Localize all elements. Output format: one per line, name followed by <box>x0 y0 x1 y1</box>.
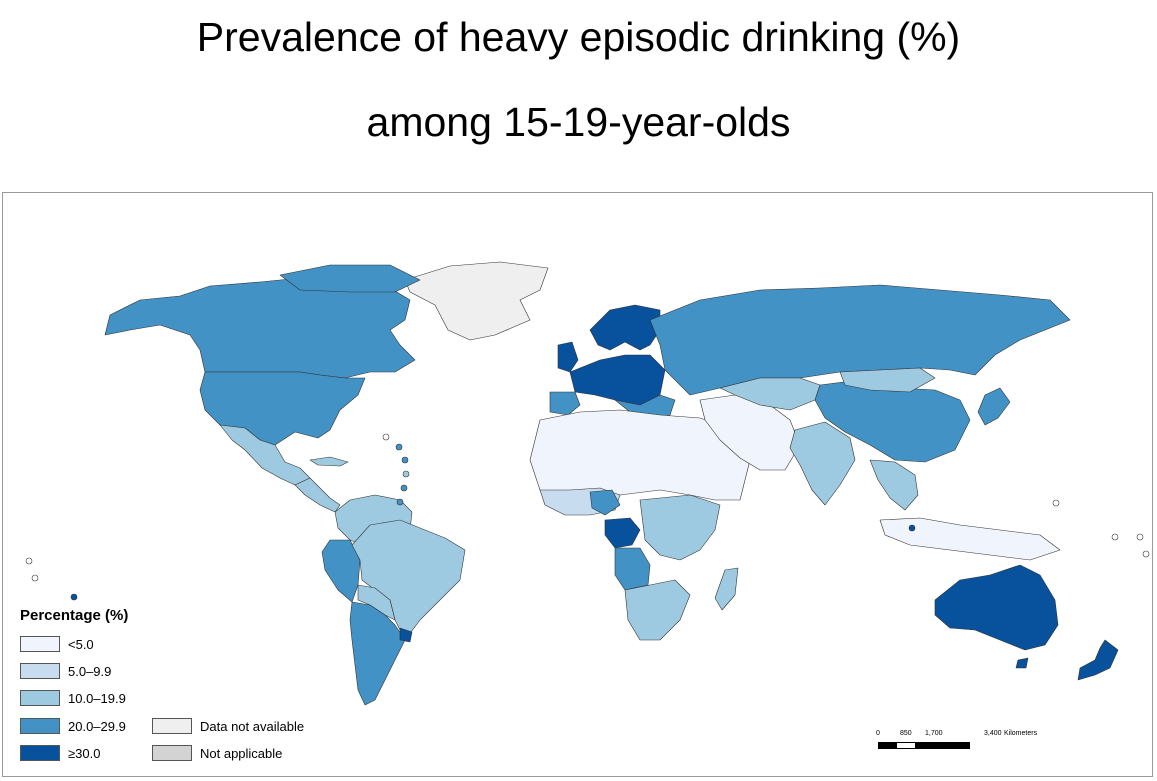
region-uruguay <box>399 627 413 643</box>
legend-item: 10.0–19.9 <box>20 689 126 707</box>
island-marker <box>396 498 404 506</box>
island-marker <box>402 470 410 478</box>
island-marker <box>1142 550 1150 558</box>
island-marker <box>70 593 78 601</box>
legend-item: Not applicable <box>152 744 282 762</box>
island-marker <box>1052 499 1060 507</box>
scale-unit: Kilometers <box>1004 730 1038 737</box>
island-marker <box>400 484 408 492</box>
scale-tick-label: 1,700 <box>925 730 943 737</box>
region-angola <box>614 547 651 591</box>
legend-swatch <box>20 745 60 761</box>
map-title-line-2: among 15-19-year-olds <box>366 99 791 145</box>
region-greenland <box>404 261 549 341</box>
legend-swatch <box>20 663 60 679</box>
legend-label: 20.0–29.9 <box>68 718 126 734</box>
legend-item: Data not available <box>152 717 304 735</box>
legend-swatch <box>152 745 192 761</box>
region-central-africa-high <box>604 517 641 549</box>
legend-label: ≥30.0 <box>68 745 101 761</box>
region-mongolia <box>839 367 936 393</box>
region-brazil <box>351 519 466 641</box>
scale-bar-graphic <box>878 742 970 749</box>
region-se-asia <box>869 459 919 511</box>
scale-bar: 0 850 1,700 3,400 Kilometers <box>872 730 1052 754</box>
region-tasmania <box>1015 657 1029 669</box>
island-marker <box>395 443 403 451</box>
legend-label: 10.0–19.9 <box>68 690 126 706</box>
region-iberia <box>549 391 581 416</box>
region-cuba <box>309 456 349 467</box>
region-argentina <box>349 601 406 706</box>
map-title-line-1: Prevalence of heavy episodic drinking (%… <box>196 14 961 60</box>
legend-swatch <box>152 718 192 734</box>
region-nigeria <box>589 489 621 516</box>
region-india <box>789 421 856 506</box>
region-western-europe <box>569 354 666 406</box>
legend-label: <5.0 <box>68 636 94 652</box>
region-madagascar <box>714 567 739 611</box>
island-marker <box>1136 533 1144 541</box>
legend-label: Not applicable <box>200 745 283 761</box>
legend-item: <5.0 <box>20 635 94 653</box>
legend-item: 20.0–29.9 <box>20 717 126 735</box>
region-japan <box>977 387 1011 426</box>
region-central-america <box>294 477 341 513</box>
legend-swatch <box>20 690 60 706</box>
island-marker <box>31 574 39 582</box>
region-southern-africa <box>624 579 691 641</box>
region-scandinavia <box>589 304 661 351</box>
region-canada-islands <box>279 264 421 293</box>
region-bolivia <box>357 584 396 621</box>
island-marker <box>401 456 409 464</box>
island-marker <box>1111 533 1119 541</box>
island-marker <box>25 557 33 565</box>
region-russia <box>649 284 1071 396</box>
legend-swatch <box>20 718 60 734</box>
region-new-zealand <box>1077 639 1119 681</box>
region-usa <box>199 371 366 446</box>
legend-title: Percentage (%) <box>20 607 129 624</box>
legend-swatch <box>20 636 60 652</box>
region-indonesia <box>879 517 1061 561</box>
region-australia <box>934 564 1059 651</box>
legend-label: 5.0–9.9 <box>68 663 112 679</box>
scale-tick-label: 850 <box>900 730 912 737</box>
scale-tick-label: 0 <box>876 730 880 737</box>
island-marker <box>382 433 390 441</box>
legend-label: Data not available <box>200 718 305 734</box>
island-marker <box>908 524 916 532</box>
region-uk-ireland <box>557 341 579 373</box>
legend-item: ≥30.0 <box>20 744 100 762</box>
region-canada <box>104 275 416 379</box>
scale-tick-label: 3,400 <box>984 730 1002 737</box>
legend-item: 5.0–9.9 <box>20 662 111 680</box>
region-east-africa <box>639 494 721 561</box>
